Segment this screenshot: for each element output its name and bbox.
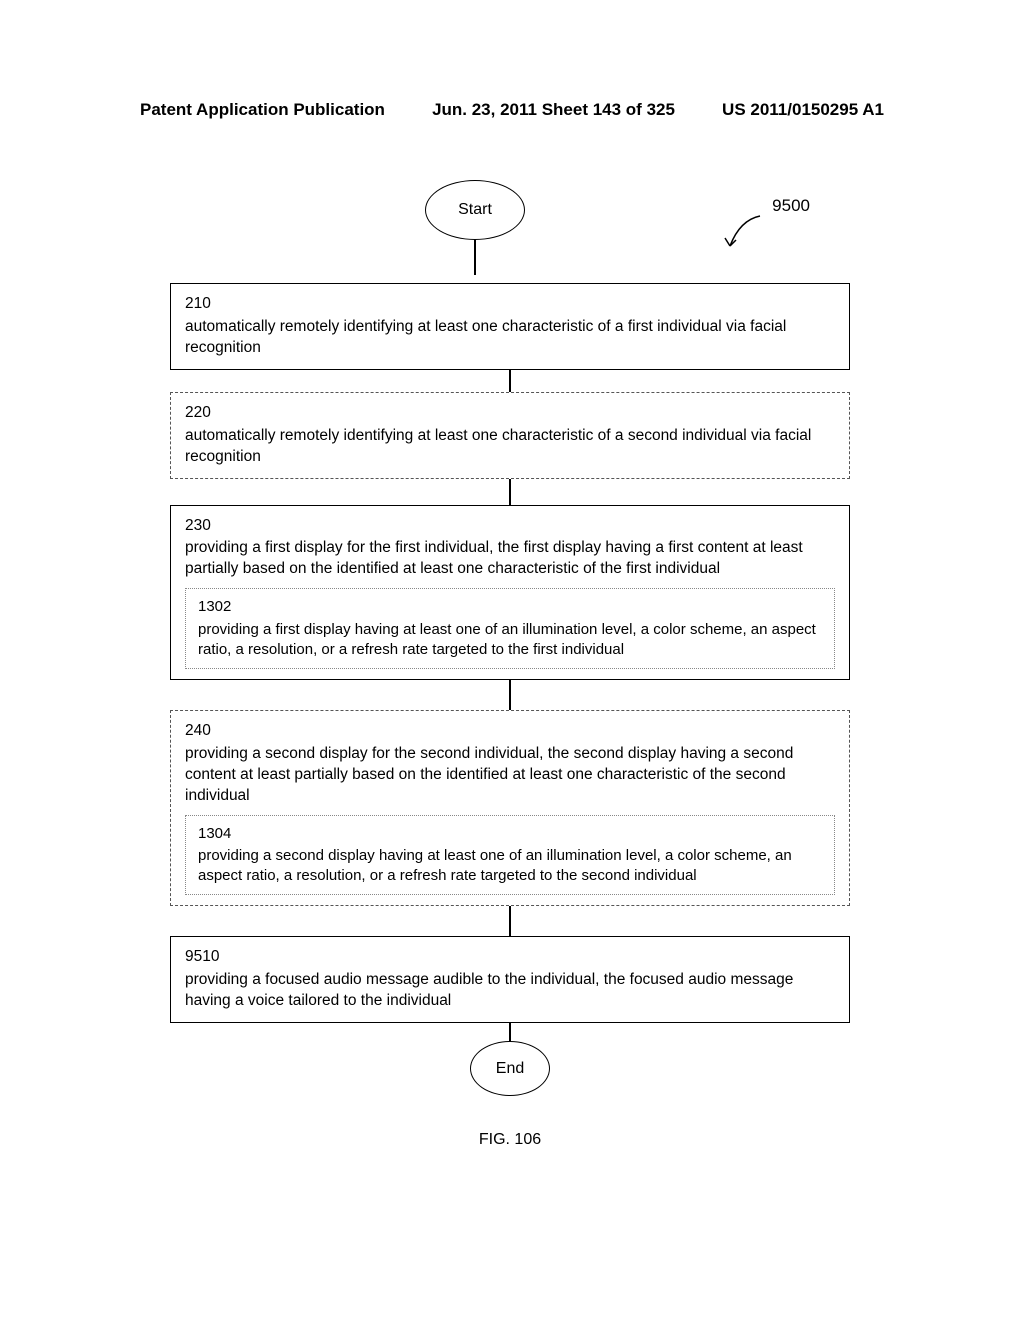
end-node: End (470, 1041, 550, 1096)
step-210: 210 automatically remotely identifying a… (170, 283, 850, 370)
step-id: 220 (185, 403, 835, 424)
step-text: providing a focused audio message audibl… (185, 971, 793, 1009)
header-left: Patent Application Publication (140, 100, 385, 120)
flowchart-diagram: Start 9500 210 automatically remotely id… (170, 180, 850, 1149)
step-text: providing a second display for the secon… (185, 745, 793, 804)
substep-text: providing a second display having at lea… (198, 847, 792, 884)
connector (509, 1023, 511, 1041)
step-230: 230 providing a first display for the fi… (170, 505, 850, 681)
connector (509, 370, 511, 392)
header-center: Jun. 23, 2011 Sheet 143 of 325 (432, 100, 675, 120)
reference-arrow (720, 212, 770, 257)
start-label: Start (458, 201, 492, 219)
step-text: providing a first display for the first … (185, 539, 803, 577)
step-text: automatically remotely identifying at le… (185, 427, 811, 465)
figure-label: FIG. 106 (170, 1131, 850, 1149)
header-right: US 2011/0150295 A1 (722, 100, 884, 120)
step-9510: 9510 providing a focused audio message a… (170, 936, 850, 1023)
step-220: 220 automatically remotely identifying a… (170, 392, 850, 479)
connector (509, 906, 511, 936)
substep-id: 1302 (198, 597, 822, 617)
step-id: 9510 (185, 947, 835, 968)
reference-number: 9500 (772, 196, 810, 216)
step-id: 210 (185, 294, 835, 315)
substep-text: providing a first display having at leas… (198, 621, 816, 658)
substep-1304: 1304 providing a second display having a… (185, 815, 835, 896)
page-header: Patent Application Publication Jun. 23, … (0, 100, 1024, 120)
substep-1302: 1302 providing a first display having at… (185, 588, 835, 669)
step-text: automatically remotely identifying at le… (185, 318, 786, 356)
connector (474, 240, 476, 275)
connector (509, 680, 511, 710)
substep-id: 1304 (198, 824, 822, 844)
step-id: 230 (185, 516, 835, 537)
start-row: Start 9500 (170, 180, 850, 275)
connector (509, 479, 511, 505)
start-node: Start (425, 180, 525, 240)
step-id: 240 (185, 721, 835, 742)
end-label: End (496, 1060, 524, 1078)
step-240: 240 providing a second display for the s… (170, 710, 850, 906)
